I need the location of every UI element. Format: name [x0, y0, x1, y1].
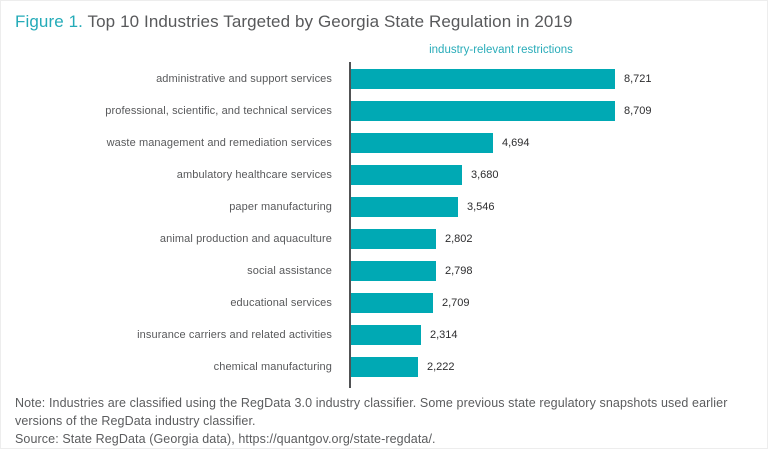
- plot-rows: administrative and support services 8,72…: [1, 63, 767, 383]
- value-label: 8,709: [624, 105, 652, 117]
- bar-row: waste management and remediation service…: [1, 127, 767, 159]
- category-label: professional, scientific, and technical …: [105, 105, 332, 117]
- value-label: 3,680: [471, 169, 499, 181]
- bar-row: educational services 2,709: [1, 287, 767, 319]
- value-label: 2,709: [442, 297, 470, 309]
- bar: [351, 293, 433, 313]
- value-label: 3,546: [467, 201, 495, 213]
- category-label: ambulatory healthcare services: [176, 169, 332, 181]
- value-label: 2,802: [445, 233, 473, 245]
- category-label: paper manufacturing: [229, 201, 332, 213]
- figure-title-text: Top 10 Industries Targeted by Georgia St…: [87, 12, 573, 31]
- note-text: Note: Industries are classified using th…: [15, 396, 728, 428]
- category-label: administrative and support services: [156, 73, 332, 85]
- bar-cell: 2,709: [341, 293, 767, 313]
- bar: [351, 133, 493, 153]
- category-label: chemical manufacturing: [213, 361, 332, 373]
- bar-cell: 2,222: [341, 357, 767, 377]
- category-label: waste management and remediation service…: [106, 137, 332, 149]
- figure-title: Figure 1. Top 10 Industries Targeted by …: [15, 12, 753, 32]
- y-axis-line: [349, 62, 351, 388]
- bar-cell: 8,709: [341, 101, 767, 121]
- value-label: 2,798: [445, 265, 473, 277]
- bar-row: administrative and support services 8,72…: [1, 63, 767, 95]
- value-label: 2,222: [427, 361, 455, 373]
- bar-row: professional, scientific, and technical …: [1, 95, 767, 127]
- bar: [351, 357, 418, 377]
- bar-cell: 2,798: [341, 261, 767, 281]
- bar-row: paper manufacturing 3,546: [1, 191, 767, 223]
- bar: [351, 261, 436, 281]
- value-label: 4,694: [502, 137, 530, 149]
- value-label: 8,721: [624, 73, 652, 85]
- bar-chart: administrative and support services 8,72…: [1, 62, 767, 388]
- bar: [351, 165, 462, 185]
- bar: [351, 229, 436, 249]
- bar-row: social assistance 2,798: [1, 255, 767, 287]
- bar-cell: 3,546: [341, 197, 767, 217]
- category-label: educational services: [230, 297, 332, 309]
- bar: [351, 197, 458, 217]
- bar: [351, 69, 615, 89]
- figure-number-label: Figure 1.: [15, 12, 83, 31]
- category-label: animal production and aquaculture: [159, 233, 332, 245]
- bar-cell: 8,721: [341, 69, 767, 89]
- bar: [351, 101, 615, 121]
- bar-row: insurance carriers and related activitie…: [1, 319, 767, 351]
- source-text: Source: State RegData (Georgia data), ht…: [15, 432, 436, 446]
- bar: [351, 325, 421, 345]
- bar-cell: 4,694: [341, 133, 767, 153]
- category-label: social assistance: [247, 265, 332, 277]
- category-label: insurance carriers and related activitie…: [137, 329, 332, 341]
- bar-row: ambulatory healthcare services 3,680: [1, 159, 767, 191]
- bar-cell: 3,680: [341, 165, 767, 185]
- legend-series-label: industry-relevant restrictions: [429, 44, 573, 56]
- bar-row: animal production and aquaculture 2,802: [1, 223, 767, 255]
- value-label: 2,314: [430, 329, 458, 341]
- bar-cell: 2,314: [341, 325, 767, 345]
- bar-cell: 2,802: [341, 229, 767, 249]
- chart-legend: industry-relevant restrictions: [343, 40, 659, 58]
- bar-row: chemical manufacturing 2,222: [1, 351, 767, 383]
- figure-notes: Note: Industries are classified using th…: [15, 394, 753, 448]
